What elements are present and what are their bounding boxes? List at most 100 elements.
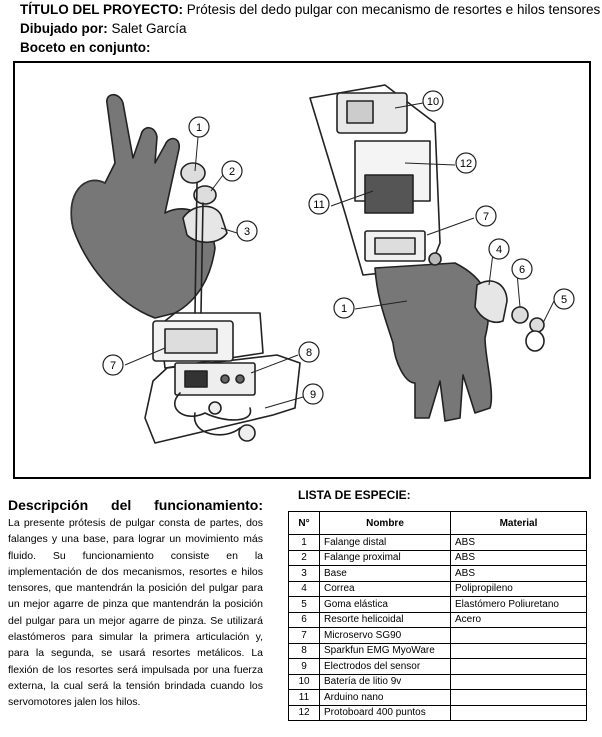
callout-circle — [308, 193, 330, 215]
row-material: Elastómero Poliuretano — [450, 596, 587, 613]
left-thumb-device — [182, 205, 228, 244]
callout-number: 5 — [561, 294, 567, 306]
col-material-header: Material — [450, 511, 587, 535]
row-material — [450, 658, 587, 675]
row-name: Microservo SG90 — [319, 627, 451, 644]
row-name: Electrodos del sensor — [319, 658, 451, 675]
table-row: 3 Base ABS — [288, 565, 587, 582]
row-name: Base — [319, 565, 451, 582]
callout-circle — [511, 258, 533, 280]
callout-circle — [422, 90, 444, 112]
callout-circle — [102, 354, 124, 376]
row-material — [450, 689, 587, 706]
callout-circle — [188, 116, 210, 138]
right-thumb-device — [474, 280, 508, 323]
col-name-header: Nombre — [319, 511, 451, 535]
description-body: La presente prótesis de pulgar consta de… — [8, 517, 263, 709]
table-row: 6 Resorte helicoidal Acero — [288, 611, 587, 628]
assembly-sketch: 1 2 3 7 8 9 10 12 11 7 4 6 5 1 — [13, 61, 591, 479]
project-title-value: Prótesis del dedo pulgar con mecanismo d… — [183, 2, 601, 17]
row-material: Acero — [450, 611, 587, 628]
callout-circle — [333, 297, 355, 319]
callout-number: 9 — [310, 389, 316, 401]
project-title-label: TÍTULO DEL PROYECTO: — [20, 2, 184, 17]
callout-circle — [455, 152, 477, 174]
row-name: Batería de litio 9v — [319, 673, 451, 690]
row-name: Sparkfun EMG MyoWare — [319, 642, 451, 659]
row-material — [450, 673, 587, 690]
callout-number: 6 — [519, 264, 525, 276]
sketch-line: Boceto en conjunto: — [20, 39, 151, 57]
table-row: 4 Correa Polipropileno — [288, 580, 587, 597]
row-number: 4 — [288, 580, 320, 597]
left-thumb-mid — [193, 185, 217, 205]
row-number: 11 — [288, 689, 320, 706]
row-material: ABS — [450, 549, 587, 566]
row-number: 9 — [288, 658, 320, 675]
callout-circle — [475, 205, 497, 227]
row-name: Falange distal — [319, 534, 451, 551]
row-number: 6 — [288, 611, 320, 628]
species-list-title: LISTA DE ESPECIE: — [298, 488, 411, 502]
col-number-header: N° — [288, 511, 320, 535]
row-name: Protoboard 400 puntos — [319, 704, 451, 721]
callout-number: 7 — [483, 211, 489, 223]
author-line: Dibujado por: Salet García — [20, 20, 187, 38]
table-row: 7 Microservo SG90 — [288, 627, 587, 644]
callout-number: 3 — [244, 226, 250, 238]
callout-number: 8 — [306, 347, 312, 359]
right-elastic-band — [525, 330, 545, 352]
row-number: 5 — [288, 596, 320, 613]
row-name: Correa — [319, 580, 451, 597]
callout-number: 7 — [110, 360, 116, 372]
author-value: Salet García — [107, 21, 187, 36]
table-row: 5 Goma elástica Elastómero Poliuretano — [288, 596, 587, 613]
right-arduino — [364, 174, 414, 214]
callout-number: 11 — [313, 199, 324, 211]
row-name: Goma elástica — [319, 596, 451, 613]
callout-number: 12 — [460, 158, 472, 170]
callout-circle — [236, 220, 258, 242]
left-thumb-tip — [180, 162, 206, 184]
callout-number: 4 — [496, 244, 502, 256]
row-material: ABS — [450, 565, 587, 582]
table-row: 11 Arduino nano — [288, 689, 587, 706]
description-title: Descripción del funcionamiento: — [8, 497, 263, 513]
row-name: Falange proximal — [319, 549, 451, 566]
row-name: Arduino nano — [319, 689, 451, 706]
row-number: 12 — [288, 704, 320, 721]
callout-circle — [488, 238, 510, 260]
row-number: 2 — [288, 549, 320, 566]
table-row: 12 Protoboard 400 puntos — [288, 704, 587, 721]
row-material — [450, 627, 587, 644]
callout-number: 1 — [341, 303, 347, 315]
table-row: 10 Batería de litio 9v — [288, 673, 587, 690]
row-number: 10 — [288, 673, 320, 690]
species-table-body: 1 Falange distal ABS 2 Falange proximal ABS 3 B… — [288, 534, 587, 721]
callout-number: 10 — [427, 96, 439, 108]
callout-number: 2 — [229, 166, 235, 178]
table-row: 1 Falange distal ABS — [288, 534, 587, 551]
species-table: N° Nombre Material 1 Falange distal ABS 2 Fa… — [288, 511, 587, 721]
row-material — [450, 704, 587, 721]
callout-number: 1 — [196, 122, 202, 134]
species-table-header: N° Nombre Material — [288, 511, 587, 535]
callout-circle — [302, 383, 324, 405]
callout-circle — [553, 288, 575, 310]
row-name: Resorte helicoidal — [319, 611, 451, 628]
author-label: Dibujado por: — [20, 21, 108, 36]
row-number: 1 — [288, 534, 320, 551]
table-row: 2 Falange proximal ABS — [288, 549, 587, 566]
row-material — [450, 642, 587, 659]
row-number: 8 — [288, 642, 320, 659]
row-number: 3 — [288, 565, 320, 582]
callout-circle — [298, 341, 320, 363]
right-hand-back — [374, 262, 493, 422]
sketch-label: Boceto en conjunto: — [20, 40, 151, 55]
table-row: 9 Electrodos del sensor — [288, 658, 587, 675]
row-material: ABS — [450, 534, 587, 551]
row-material: Polipropileno — [450, 580, 587, 597]
left-electrode-cables — [174, 392, 252, 436]
project-title-line: TÍTULO DEL PROYECTO: Prótesis del dedo p… — [20, 1, 600, 19]
